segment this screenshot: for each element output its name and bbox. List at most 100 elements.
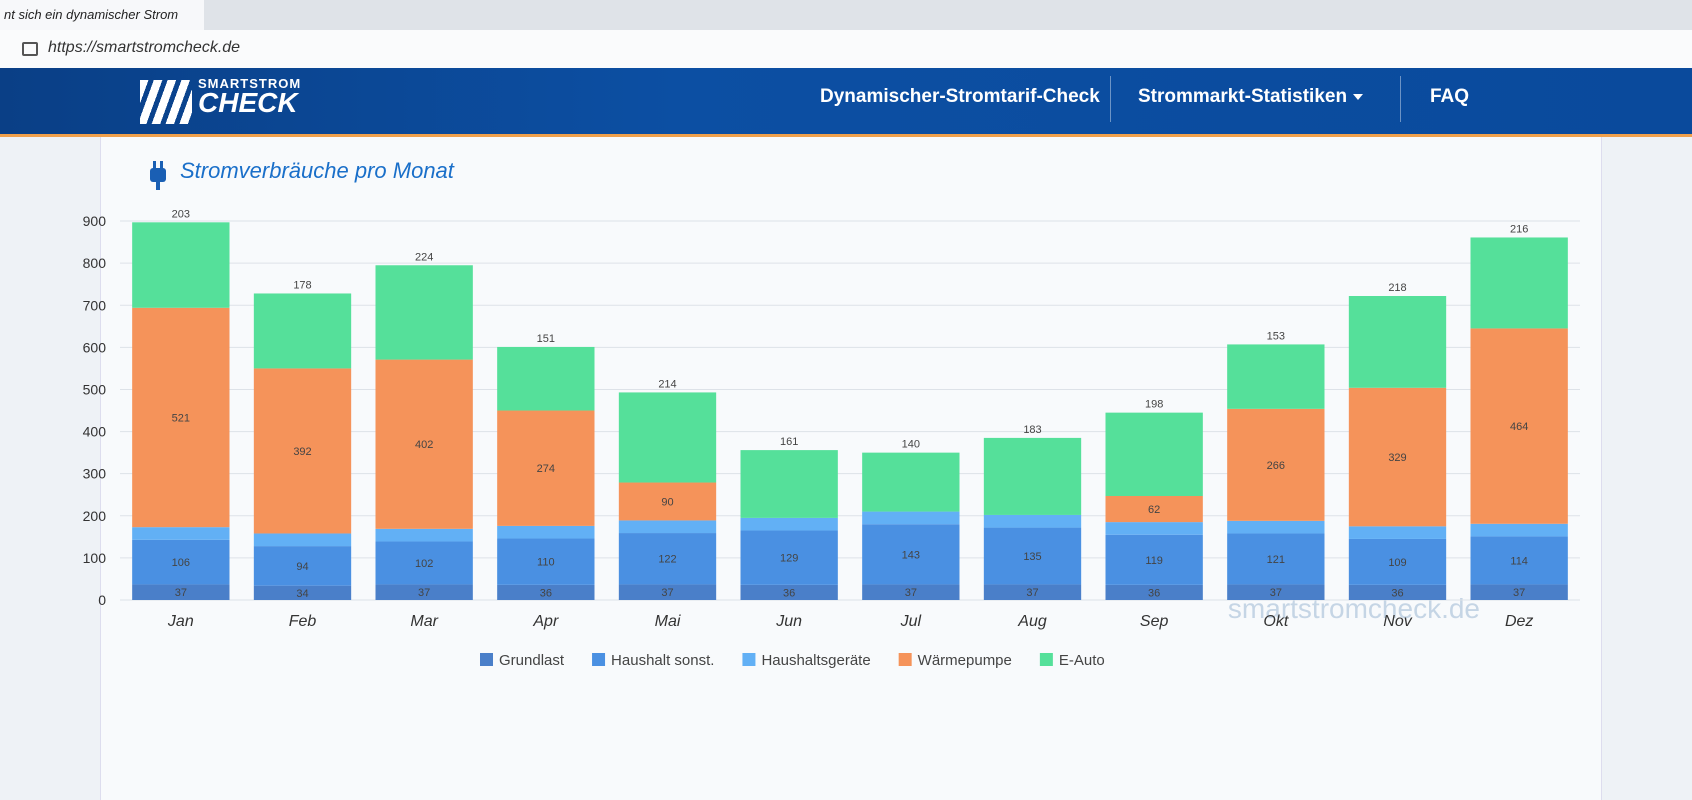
bar-segment (740, 517, 838, 531)
data-label: 140 (902, 439, 920, 451)
data-label: 266 (1267, 460, 1285, 472)
data-label: 37 (1026, 587, 1038, 599)
legend-swatch (1039, 653, 1053, 666)
bar-segment (375, 528, 473, 542)
bar-segment (1348, 387, 1447, 527)
data-label: 203 (172, 208, 190, 220)
x-tick-label: Aug (1017, 613, 1047, 630)
lock-icon (22, 42, 38, 56)
y-tick-label: 500 (83, 381, 107, 397)
bar-segment (253, 585, 352, 600)
nav-link[interactable]: FAQ (1430, 86, 1470, 107)
bar-segment (1105, 496, 1203, 523)
legend-label: Wärmepumpe (918, 652, 1012, 669)
bar-segment (618, 584, 717, 600)
data-label: 178 (293, 279, 311, 291)
address-bar[interactable]: https://smartstromcheck.de (0, 30, 1692, 69)
bar-segment (618, 533, 717, 585)
legend-label: E-Auto (1059, 652, 1105, 669)
legend-label: Haushalt sonst. (611, 652, 714, 669)
data-label: 36 (540, 587, 552, 599)
bar-segment (618, 392, 717, 483)
bar-segment (253, 533, 352, 547)
x-tick-label: Dez (1505, 613, 1533, 630)
bar-segment (132, 222, 230, 308)
bar-segment (1227, 533, 1325, 585)
bar-segment (1470, 584, 1568, 600)
y-tick-label: 700 (83, 297, 107, 313)
bar-segment (497, 525, 595, 539)
bar-segment (1227, 520, 1325, 534)
bar-segment (1227, 584, 1325, 600)
legend-label: Haushaltsgeräte (761, 652, 870, 669)
x-tick-label: Jan (167, 613, 194, 630)
tab-bar: nt sich ein dynamischer Strom (0, 0, 1692, 30)
legend-swatch (480, 653, 493, 666)
bar-segment (1105, 534, 1203, 585)
bar-segment (253, 546, 352, 586)
bar-segment (862, 511, 960, 525)
bar-segment (1105, 412, 1203, 496)
y-tick-label: 0 (98, 592, 106, 608)
y-tick-label: 200 (83, 508, 107, 524)
bar-segment (375, 541, 473, 585)
y-tick-label: 400 (83, 424, 107, 440)
data-label: 110 (537, 557, 555, 569)
x-tick-label: Jun (775, 613, 802, 630)
bar-segment (983, 527, 1082, 585)
bar-segment (497, 346, 595, 411)
nav-link[interactable]: Strommarkt-Statistiken (1138, 86, 1364, 108)
x-tick-label: Okt (1263, 613, 1288, 630)
bar-segment (497, 538, 595, 585)
url[interactable]: https://smartstromcheck.de (48, 39, 241, 56)
data-label: 198 (1145, 399, 1163, 411)
bar-segment (618, 520, 717, 534)
bar-segment (1470, 237, 1568, 329)
nav-separator (1400, 76, 1401, 122)
y-tick-label: 900 (83, 213, 107, 229)
x-tick-label: Sep (1140, 613, 1169, 630)
site-header: SMARTSTROM CHECK Dynamischer-Stromtarif-… (0, 68, 1692, 137)
logo-mark (140, 80, 192, 124)
data-label: 153 (1267, 330, 1285, 342)
caret (1353, 93, 1364, 100)
data-label: 106 (172, 557, 190, 569)
data-label: 119 (1145, 555, 1163, 567)
browser-tab[interactable]: nt sich ein dynamischer Strom (0, 0, 204, 30)
bar-segment (253, 368, 352, 534)
legend-swatch (592, 653, 606, 666)
data-label: 37 (1270, 587, 1282, 599)
data-label: 183 (1023, 424, 1041, 436)
data-label: 90 (661, 496, 673, 508)
bar-segment (1227, 344, 1325, 409)
data-label: 37 (905, 587, 917, 599)
data-label: 102 (415, 558, 433, 570)
chart-title: Stromverbräuche pro Monat (180, 158, 455, 183)
y-tick-label: 100 (83, 550, 107, 566)
data-label: 218 (1388, 282, 1406, 294)
data-label: 329 (1388, 452, 1406, 464)
data-label: 135 (1023, 551, 1041, 563)
data-label: 161 (780, 436, 798, 448)
x-tick-label: Feb (289, 613, 317, 630)
data-label: 122 (658, 554, 676, 566)
bar-segment (1348, 538, 1447, 585)
bar-segment (618, 482, 717, 521)
data-label: 34 (296, 588, 308, 600)
legend-swatch (742, 653, 756, 666)
nav-label: Strommarkt-Statistiken (1138, 86, 1348, 107)
data-label: 224 (415, 251, 433, 263)
logo[interactable]: SMARTSTROM CHECK (140, 76, 301, 124)
x-tick-label: Apr (532, 613, 559, 630)
bar-segment (497, 584, 595, 600)
bar-segment (862, 584, 960, 600)
bar-segment (1348, 584, 1447, 600)
bar-segment (497, 410, 595, 526)
data-label: 62 (1148, 504, 1160, 516)
y-tick-label: 600 (83, 339, 107, 355)
bar-segment (1105, 584, 1203, 600)
data-label: 37 (175, 587, 187, 599)
data-label: 109 (1388, 557, 1406, 569)
nav-link[interactable]: Dynamischer-Stromtarif-Check (820, 86, 1100, 107)
x-tick-label: Mar (410, 613, 438, 630)
